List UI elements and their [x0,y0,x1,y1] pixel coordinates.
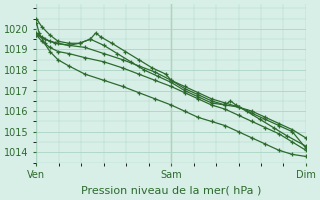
X-axis label: Pression niveau de la mer( hPa ): Pression niveau de la mer( hPa ) [81,186,261,196]
